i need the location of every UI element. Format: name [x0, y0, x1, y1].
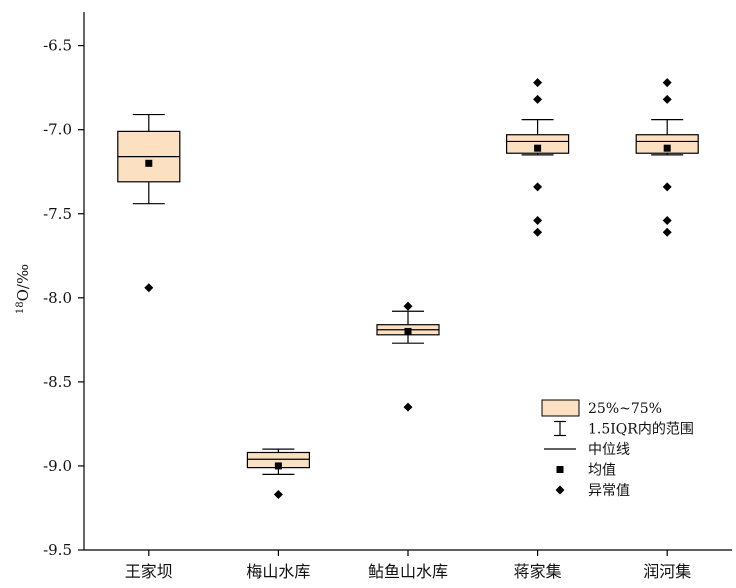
legend-label: 均值 — [588, 463, 616, 479]
mean-marker — [145, 159, 153, 167]
outlier-point — [533, 215, 543, 225]
outlier-point — [662, 182, 672, 192]
y-tick-label: -7.5 — [43, 205, 72, 223]
y-tick-label: -8.5 — [43, 373, 72, 391]
y-axis-title: 18O/‰ — [14, 264, 32, 314]
legend-item: 25%~75% — [541, 399, 662, 417]
outlier-point — [533, 94, 543, 104]
box-group — [376, 301, 440, 412]
legend-box-swatch — [541, 399, 580, 417]
outlier-point — [662, 78, 672, 88]
box-group — [246, 448, 310, 500]
mean-marker — [534, 144, 542, 152]
y-tick-label: -7.0 — [43, 121, 72, 139]
outlier-point — [403, 402, 413, 412]
outlier-point — [662, 227, 672, 237]
iqr-box — [506, 134, 570, 154]
y-axis-title-superscript: 18 — [15, 301, 26, 314]
mean-marker — [404, 327, 412, 335]
legend-item: 1.5IQR内的范围 — [554, 421, 694, 438]
outlier-point — [662, 215, 672, 225]
box-group — [117, 113, 181, 293]
mean-marker — [274, 462, 282, 470]
legend-label: 异常值 — [588, 483, 630, 499]
y-tick-label: -9.0 — [43, 457, 72, 475]
y-tick-label: -6.5 — [43, 37, 72, 55]
legend-outlier-marker — [555, 485, 565, 495]
boxes-layer — [117, 78, 699, 500]
legend-label: 1.5IQR内的范围 — [588, 421, 694, 438]
legend-mean-marker — [556, 466, 564, 473]
mean-marker — [663, 144, 671, 152]
outlier-point — [533, 78, 543, 88]
iqr-box — [635, 134, 699, 154]
outlier-point — [273, 490, 283, 500]
y-tick-label: -8.0 — [43, 289, 72, 307]
x-tick-label: 王家坝 — [125, 562, 173, 581]
legend-item: 均值 — [556, 463, 616, 479]
x-tick-label: 鲇鱼山水库 — [368, 562, 448, 581]
legend-item: 中位线 — [544, 442, 630, 458]
outlier-point — [144, 283, 154, 293]
box-group — [635, 78, 699, 237]
x-tick-label: 梅山水库 — [246, 562, 310, 581]
outlier-point — [403, 301, 413, 311]
outlier-point — [533, 227, 543, 237]
legend-item: 异常值 — [555, 483, 630, 499]
y-axis-title-text: O/‰ — [14, 264, 32, 301]
x-tick-label: 润河集 — [643, 562, 691, 581]
outlier-point — [662, 94, 672, 104]
legend-label: 中位线 — [588, 442, 630, 458]
x-tick-label: 蒋家集 — [514, 562, 562, 581]
outlier-point — [533, 182, 543, 192]
legend-label: 25%~75% — [588, 401, 662, 417]
y-tick-label: -9.5 — [43, 541, 72, 559]
axes: -6.5 -7.0 -7.5 -8.0 -8.5 -9.0 -9.5 18O/‰ 王家坝 梅山水库… — [14, 12, 732, 581]
box-group — [506, 78, 570, 237]
